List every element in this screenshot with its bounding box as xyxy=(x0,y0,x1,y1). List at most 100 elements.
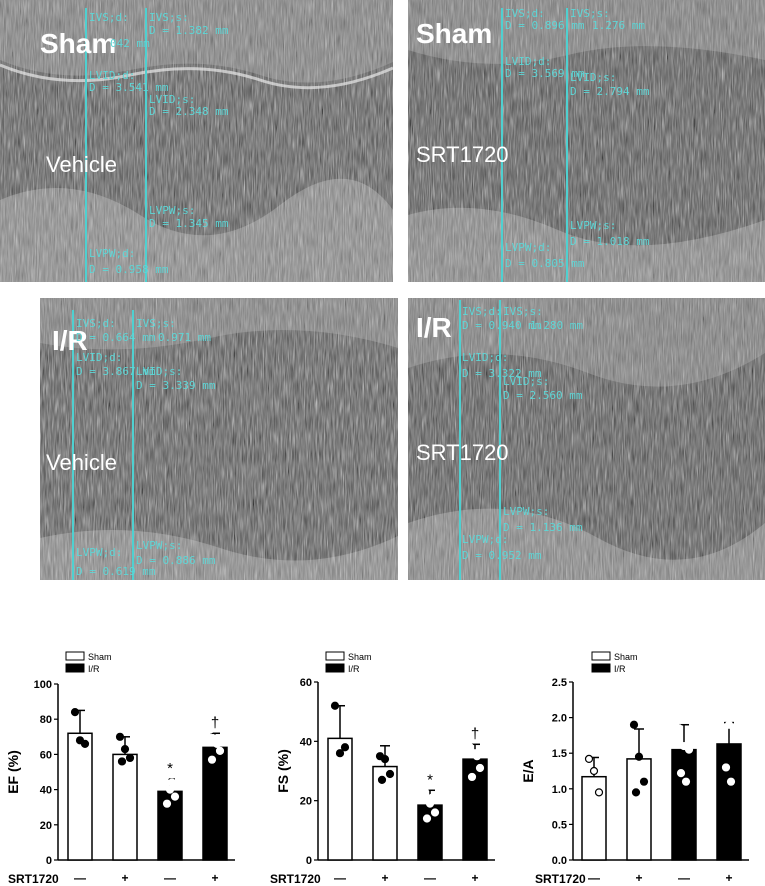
data-point xyxy=(639,777,649,786)
lvids-value: D = 2.560 mm xyxy=(503,389,583,402)
lvpwd-label: LVPW;d: xyxy=(462,533,509,546)
x-tick-label: — xyxy=(74,871,86,885)
significance-mark: † xyxy=(471,725,479,742)
data-point xyxy=(684,745,694,754)
lvpws-label: LVPW;s: xyxy=(136,539,183,552)
data-point xyxy=(721,763,731,772)
data-point xyxy=(335,749,345,758)
lvidd-value: D = 3.541 mm xyxy=(89,81,169,94)
lvidd-label: LVID;d: xyxy=(76,351,123,364)
lvpwd-value: D = 0.958 mm xyxy=(89,263,169,276)
lvpwd-value: D = 0.805 mm xyxy=(505,257,585,270)
data-point xyxy=(380,755,390,764)
y-axis-label: EF (%) xyxy=(5,750,21,794)
ivss-label: IVS;s: xyxy=(570,7,610,20)
ivsd-value: D = 0.940 mm xyxy=(462,319,542,332)
data-point xyxy=(465,743,475,752)
legend-swatch xyxy=(591,663,611,673)
x-tick-label: + xyxy=(725,871,732,885)
x-axis-label: SRT1720 xyxy=(270,872,321,886)
ivsd-value: D = 0.664 mm xyxy=(76,331,156,344)
chart-0: 0 20 40 60 80 100 EF (%) Sham I/R — + * — † + SRT1720 xyxy=(5,651,235,886)
lvpws-label: LVPW;s: xyxy=(503,505,550,518)
measure-line-diastole xyxy=(459,300,461,580)
measure-line-systole xyxy=(499,300,501,580)
x-tick-label: + xyxy=(121,871,128,885)
mmode-image xyxy=(408,0,765,282)
measure-line-systole xyxy=(132,310,134,580)
data-point xyxy=(422,814,432,823)
data-point xyxy=(726,777,736,786)
x-axis-label: SRT1720 xyxy=(535,872,586,886)
lvpwd-label: LVPW;d: xyxy=(505,241,552,254)
y-axis-label: FS (%) xyxy=(275,749,291,793)
ivss-label: IVS;s: xyxy=(503,305,543,318)
ivss-value: 0.971 mm xyxy=(158,331,211,344)
data-point xyxy=(162,799,172,808)
y-tick-label: 40 xyxy=(40,785,52,797)
lvpws-label: LVPW;s: xyxy=(149,204,196,217)
lvidd-label: LVID;d: xyxy=(462,351,509,364)
data-point xyxy=(475,763,485,773)
lvpwd-label: LVPW;d: xyxy=(89,247,136,260)
measure-line-diastole xyxy=(501,8,503,282)
x-tick-label: + xyxy=(635,871,642,885)
lvpws-label: LVPW;s: xyxy=(570,219,617,232)
measure-line-diastole xyxy=(72,310,74,580)
ivsd-value: D = 0.896 mm xyxy=(505,19,585,32)
bar xyxy=(327,737,353,861)
y-tick-label: 20 xyxy=(40,820,52,832)
lvids-value: D = 2.794 mm xyxy=(570,85,650,98)
data-point xyxy=(170,792,180,801)
data-point xyxy=(207,755,217,764)
legend-swatch xyxy=(325,651,345,661)
data-point xyxy=(205,725,215,734)
ivss-label: IVS;s: xyxy=(149,11,189,24)
data-point xyxy=(629,720,639,729)
mmode-image xyxy=(408,298,765,580)
data-point xyxy=(584,754,594,763)
y-tick-label: 0 xyxy=(46,855,52,867)
data-point xyxy=(167,778,177,787)
y-tick-label: 1.0 xyxy=(552,784,567,796)
data-point xyxy=(594,788,604,797)
lvids-value: D = 3.339 mm xyxy=(136,379,216,392)
bar xyxy=(112,753,138,861)
x-tick-label: — xyxy=(334,871,346,885)
chart-2: 0.0 0.5 1.0 1.5 2.0 2.5 E/A Sham I/R — + — + SRT1720 xyxy=(520,651,749,886)
data-point xyxy=(467,772,477,782)
data-point xyxy=(340,743,350,752)
x-axis-label: SRT1720 xyxy=(8,872,59,886)
data-point xyxy=(212,739,222,748)
echo-panel-sham-vehicle xyxy=(0,0,393,282)
data-point xyxy=(589,766,599,776)
legend-label: Sham xyxy=(614,652,638,662)
lvids-label: LVID;s: xyxy=(136,365,183,378)
x-tick-label: — xyxy=(678,871,690,885)
x-tick-label: — xyxy=(424,871,436,885)
data-point xyxy=(676,769,686,778)
data-point xyxy=(120,745,130,754)
legend-label: Sham xyxy=(88,652,112,662)
lvids-value: D = 2.348 mm xyxy=(149,105,229,118)
lvpwd-value: D = 0.619 mm xyxy=(76,565,156,578)
treatment-label: Vehicle xyxy=(46,152,117,177)
treatment-label: SRT1720 xyxy=(416,142,509,167)
lvidd-value: D = 3.322 mm xyxy=(462,367,542,380)
data-point xyxy=(631,788,641,797)
data-point xyxy=(681,777,691,786)
y-tick-label: 100 xyxy=(34,679,52,691)
y-tick-label: 0 xyxy=(306,855,312,867)
lvidd-value: D = 3.867 mm xyxy=(76,365,156,378)
data-point xyxy=(125,753,135,763)
group-label: I/R xyxy=(52,325,88,356)
y-tick-label: 60 xyxy=(300,677,312,689)
group-label: Sham xyxy=(416,18,493,49)
legend-label: I/R xyxy=(614,664,626,674)
data-point xyxy=(377,775,387,784)
lvpws-value: D = 1.345 mm xyxy=(149,217,229,230)
significance-mark: * xyxy=(427,771,433,788)
significance-mark: † xyxy=(211,714,219,731)
x-tick-label: — xyxy=(588,871,600,885)
measure-line-diastole xyxy=(85,8,87,282)
